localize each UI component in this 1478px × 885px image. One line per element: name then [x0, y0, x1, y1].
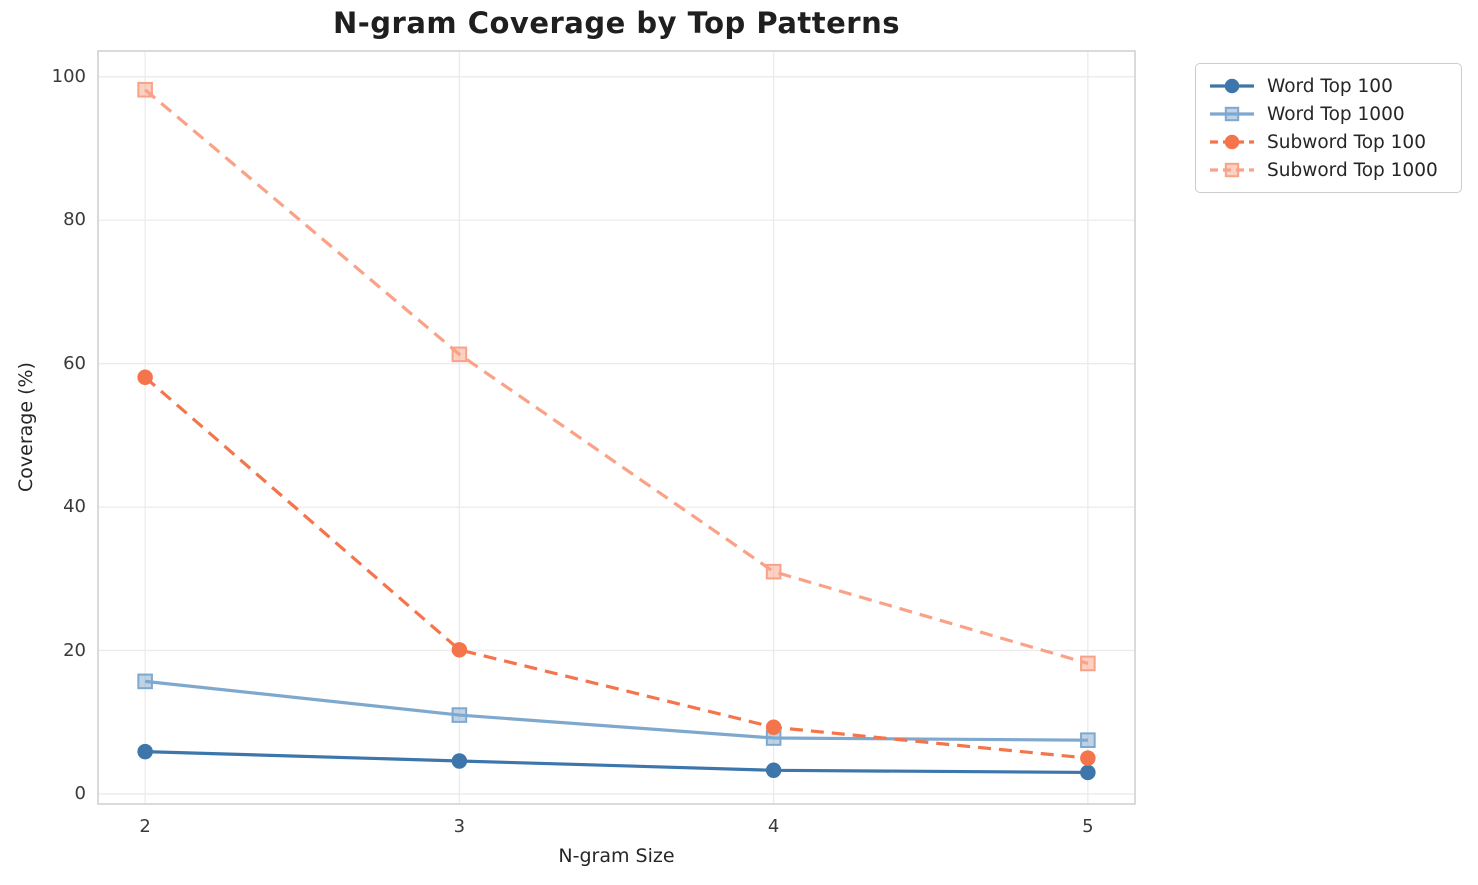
data-point-square	[451, 346, 468, 363]
y-tick-label: 100	[51, 65, 86, 87]
y-tick-label: 40	[63, 496, 86, 518]
y-tick-label: 80	[63, 209, 86, 231]
data-point-square	[451, 707, 468, 723]
plot-border	[97, 50, 1136, 805]
series-line	[144, 679, 1088, 742]
data-point-circle	[765, 762, 782, 779]
series-word-top-100	[137, 743, 1096, 781]
legend-item-word-top-1000: Word Top 1000	[1208, 100, 1449, 128]
series-subword-top-1000	[137, 81, 1096, 672]
data-point-circle	[137, 743, 153, 760]
data-point-circle	[1080, 764, 1096, 781]
data-point-square	[137, 81, 153, 98]
legend-label: Word Top 1000	[1267, 103, 1405, 125]
data-point-circle	[765, 719, 782, 736]
legend-item-subword-top-1000: Subword Top 1000	[1208, 156, 1449, 184]
legend-circle-marker-icon	[1210, 134, 1254, 150]
series-line	[144, 88, 1089, 665]
gridlines	[98, 51, 1135, 804]
legend: Word Top 100 Word Top 1000 Subword Top 100…	[1195, 63, 1462, 193]
y-tick-label: 20	[63, 639, 86, 661]
series-word-top-1000	[137, 673, 1096, 748]
series-subword-top-100	[137, 369, 1096, 766]
series-line	[145, 750, 1088, 775]
legend-square-marker-icon	[1210, 106, 1254, 122]
legend-item-subword-top-100: Subword Top 100	[1208, 128, 1449, 156]
legend-label: Word Top 100	[1267, 75, 1393, 97]
y-tick-label: 60	[63, 352, 86, 374]
x-tick-label: 5	[1082, 816, 1094, 837]
data-point-square	[1080, 732, 1096, 748]
legend-square-marker-icon	[1210, 162, 1254, 178]
y-axis-label: Coverage (%)	[15, 362, 37, 492]
x-axis-label: N-gram Size	[558, 845, 675, 867]
chart-title: N-gram Coverage by Top Patterns	[332, 6, 901, 40]
data-point-square	[137, 673, 153, 690]
legend-item-word-top-100: Word Top 100	[1208, 72, 1449, 100]
legend-circle-marker-icon	[1210, 78, 1254, 94]
series-line	[144, 376, 1089, 760]
data-point-circle	[451, 753, 468, 769]
data-point-square	[1080, 655, 1096, 672]
plot-background	[98, 51, 1135, 804]
legend-label: Subword Top 1000	[1267, 159, 1438, 181]
x-tick-label: 2	[139, 816, 151, 837]
data-point-circle	[1080, 750, 1096, 766]
data-point-circle	[451, 642, 468, 658]
x-tick-label: 4	[767, 816, 780, 837]
data-point-circle	[137, 369, 153, 386]
x-tick-label: 3	[453, 816, 466, 837]
legend-label: Subword Top 100	[1267, 131, 1426, 153]
data-point-square	[765, 563, 782, 580]
y-tick-label: 0	[74, 782, 86, 804]
